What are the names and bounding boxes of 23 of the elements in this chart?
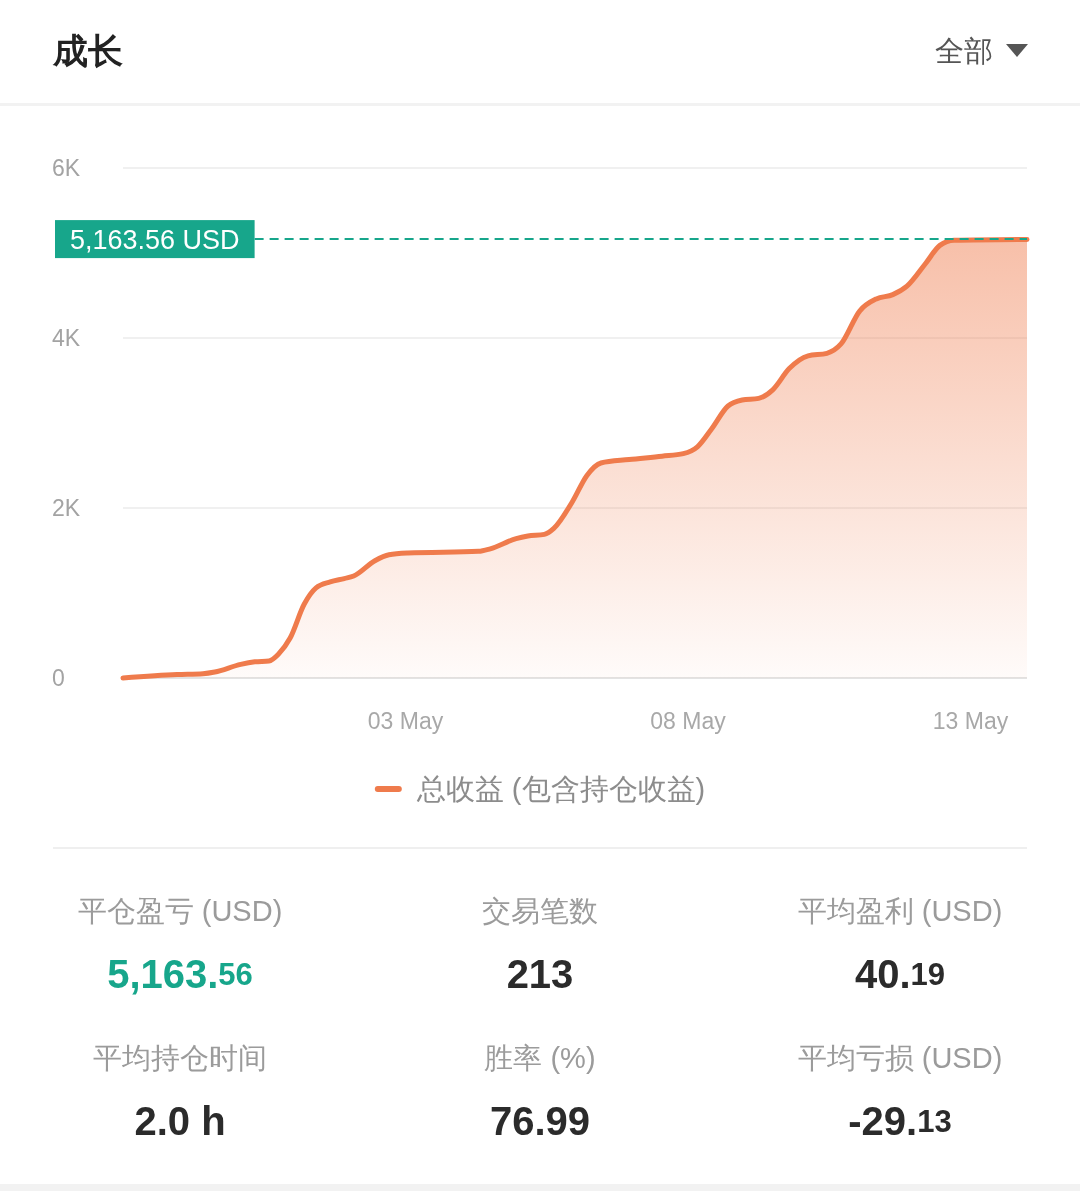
text: 平均盈利 (USD) <box>797 895 1003 927</box>
text: 5,163.56 <box>107 952 253 996</box>
y-tick-label: 0 <box>52 665 65 691</box>
text: 40.19 <box>854 952 946 996</box>
text: 平均亏损 (USD) <box>797 1042 1003 1074</box>
text: 胜率 (%) <box>484 1042 596 1074</box>
x-tick-label: 03 May <box>367 708 444 734</box>
text: 平均持仓时间 <box>93 1042 267 1074</box>
text: -29.13 <box>848 1099 952 1143</box>
y-tick-label: 6K <box>52 155 81 181</box>
text: 213 <box>506 952 574 996</box>
x-tick-label: 13 May <box>932 708 1009 734</box>
text: 2.0 h <box>134 1099 226 1143</box>
chart-title: 成长 <box>52 31 123 70</box>
text: 76.99 <box>489 1099 591 1143</box>
y-tick-label: 2K <box>52 495 81 521</box>
ref-line-label: 5,163.56 USD <box>70 225 240 256</box>
x-tick-label: 08 May <box>650 708 727 734</box>
text: 交易笔数 <box>482 895 598 927</box>
text: 全部 <box>935 35 993 67</box>
legend-label: 总收益 (包含持仓收益) <box>415 773 706 805</box>
text: 平仓盈亏 (USD) <box>77 895 283 927</box>
y-tick-label: 4K <box>52 325 81 351</box>
